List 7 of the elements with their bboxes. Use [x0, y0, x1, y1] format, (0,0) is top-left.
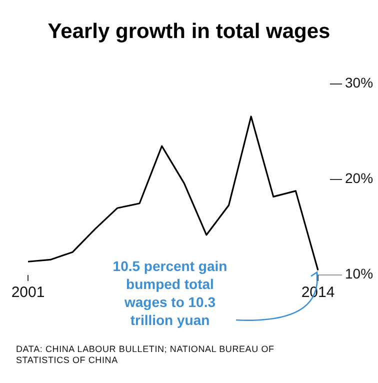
text: DATA: CHINA LABOUR BULLETIN; NATIONAL BUREAU OF STATISTICS OF CHINA [16, 344, 275, 365]
chart-title: Yearly growth in total wages [48, 20, 330, 43]
y-tick-label: 10% [345, 266, 374, 282]
annotation: 10.5 percent gain bumped total wages to 10.3 trillion yuan [112, 258, 228, 328]
y-tick-label: 30% [345, 74, 374, 91]
x-tick-label: 2001 [11, 284, 45, 301]
y-tick-label: 20% [345, 170, 374, 186]
